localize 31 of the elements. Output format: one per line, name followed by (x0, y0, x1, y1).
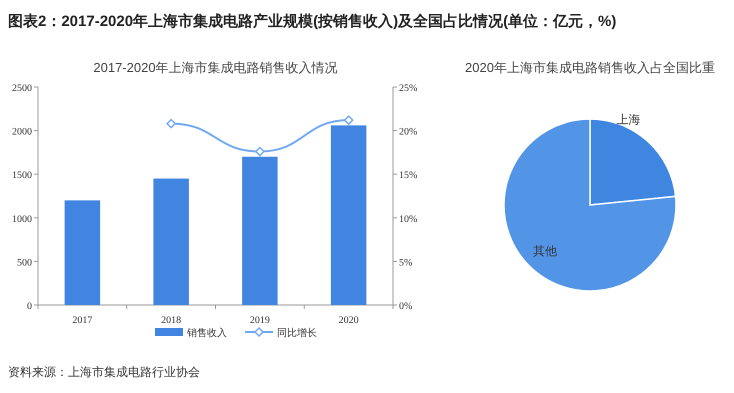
x-tick-label: 2019 (250, 315, 270, 326)
x-tick-label: 2017 (72, 315, 92, 326)
bar (64, 200, 100, 305)
point (255, 146, 265, 156)
bar (242, 156, 278, 305)
y-tick-label: 500 (17, 257, 32, 268)
bar (153, 178, 189, 305)
text: 资料来源：上海市集成电路行业协会 (8, 365, 200, 379)
y-tick-label: 1500 (12, 170, 32, 182)
bar (330, 125, 366, 305)
y2-tick-label: 5% (399, 257, 412, 268)
x-tick-label: 2018 (161, 315, 182, 326)
legend-label: 销售收入 (186, 327, 227, 339)
slice-label: 其他 (533, 244, 558, 258)
y2-tick-label: 15% (399, 170, 418, 182)
x-tick-label: 2020 (338, 315, 359, 326)
y-tick-label: 2000 (12, 126, 32, 138)
slice-label: 上海 (616, 112, 641, 126)
y-tick-label: 1000 (12, 214, 32, 225)
chart-title: 图表2：2017-2020年上海市集成电路产业规模(按销售收入)及全国占比情况(单位：亿元，%) (8, 12, 616, 30)
y2-tick-label: 0% (399, 301, 412, 312)
y-tick-label: 0 (27, 301, 32, 312)
chart-subtitle: 2017-2020年上海市集成电路销售收入情况 (93, 60, 338, 75)
legend-label: 同比增长 (277, 327, 317, 339)
point (344, 115, 354, 125)
y2-tick-label: 20% (399, 126, 418, 138)
point (166, 118, 176, 128)
chart-title: 2020年上海市集成电路销售收入占全国比重 (465, 60, 715, 75)
y2-tick-label: 25% (399, 83, 418, 94)
y2-tick-label: 10% (399, 214, 418, 225)
y-tick-label: 2500 (12, 83, 32, 94)
